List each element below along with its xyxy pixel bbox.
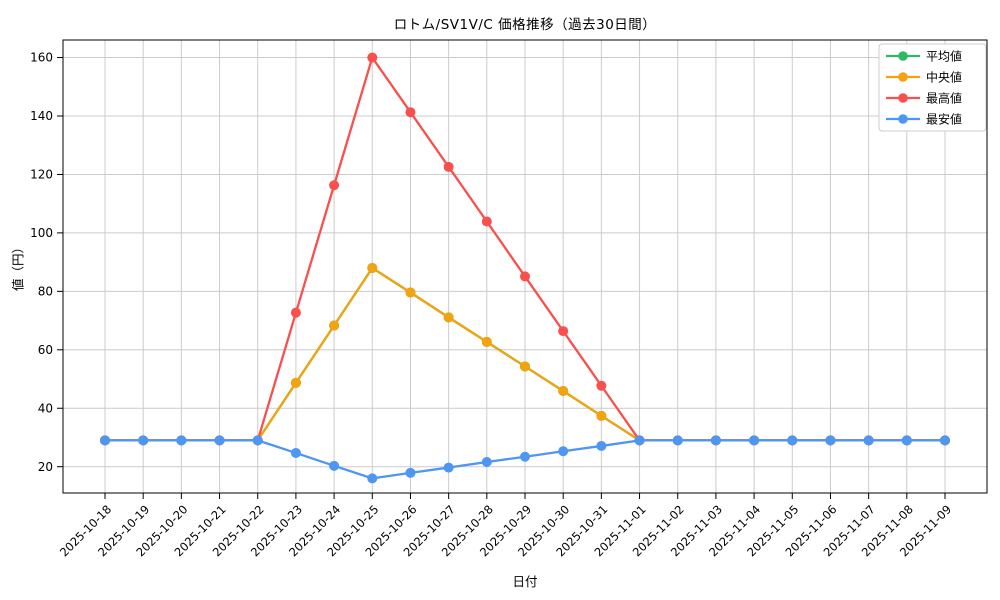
data-point [901, 435, 912, 446]
data-point [329, 460, 340, 471]
legend-label: 最高値 [926, 90, 962, 105]
data-point [100, 435, 110, 446]
legend-item-median: 中央値 [886, 69, 962, 84]
legend-label: 中央値 [926, 69, 962, 84]
grid [63, 40, 987, 493]
data-point [443, 161, 454, 172]
data-point [520, 271, 530, 282]
plot-border [62, 39, 988, 494]
x-axis-tick-labels: 2025-10-182025-10-192025-10-202025-10-21… [57, 502, 954, 559]
data-point [176, 435, 187, 446]
data-point [367, 473, 378, 484]
y-axis-label: 値（円） [10, 240, 26, 292]
y-tick-label: 120 [30, 168, 53, 182]
legend-marker-icon [898, 72, 908, 82]
legend-box [878, 43, 987, 132]
data-point [481, 216, 492, 227]
y-tick-label: 60 [38, 343, 53, 357]
data-point [520, 361, 530, 372]
data-point [520, 451, 530, 462]
data-point [596, 410, 607, 421]
data-point [290, 447, 301, 458]
data-point [329, 180, 340, 191]
legend-item-average: 平均値 [886, 48, 962, 63]
data-point [405, 107, 416, 118]
legend-marker-icon [898, 93, 908, 103]
data-point [787, 435, 798, 446]
y-tick-label: 80 [38, 285, 53, 299]
y-tick-label: 100 [30, 226, 53, 240]
data-point [443, 312, 454, 323]
data-point [672, 435, 683, 446]
series-min-line [100, 435, 950, 484]
data-point [825, 435, 836, 446]
data-point [596, 380, 607, 391]
data-point [558, 326, 569, 337]
data-point [558, 446, 569, 457]
data-point [214, 435, 225, 446]
legend-item-max: 最高値 [886, 90, 962, 105]
legend-label: 平均値 [926, 48, 962, 63]
y-tick-label: 160 [30, 51, 53, 65]
data-point [596, 440, 607, 451]
data-point [367, 262, 378, 273]
data-point [443, 462, 454, 473]
data-point [290, 377, 301, 388]
data-point [710, 435, 721, 446]
data-point [405, 287, 416, 298]
data-point [329, 320, 340, 331]
data-point [367, 52, 378, 63]
legend-item-min: 最安値 [886, 111, 962, 126]
data-point [634, 435, 645, 446]
y-tick-label: 40 [38, 401, 53, 415]
data-point [290, 307, 301, 318]
chart-title: ロトム/SV1V/C 価格推移（過去30日間） [393, 17, 657, 33]
legend-marker-icon [898, 114, 908, 124]
y-tick-label: 140 [30, 109, 53, 123]
data-point [558, 386, 569, 397]
axis-ticks [57, 57, 946, 499]
data-point [138, 435, 149, 446]
data-point [749, 435, 760, 446]
x-axis-label: 日付 [512, 574, 538, 589]
y-axis-tick-labels: 20 40 60 80 100 120 140 160 [30, 51, 53, 474]
legend-marker-icon [898, 51, 908, 61]
data-point [252, 435, 263, 446]
data-point [863, 435, 874, 446]
data-point [481, 336, 492, 347]
data-point [940, 435, 950, 446]
legend-label: 最安値 [926, 111, 962, 126]
data-point [481, 457, 492, 468]
data-point [405, 467, 416, 478]
y-tick-label: 20 [38, 460, 53, 474]
